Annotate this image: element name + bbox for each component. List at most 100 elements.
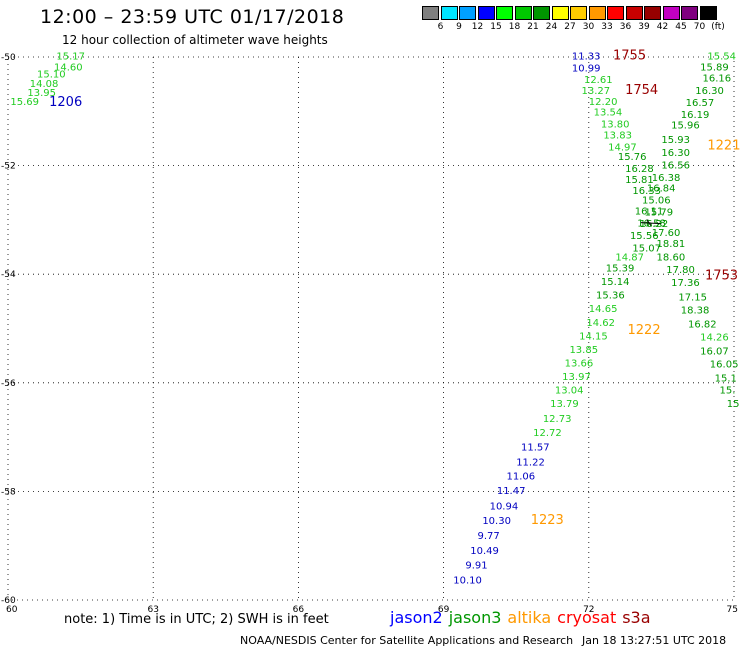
color-scale-label: 39 (638, 22, 650, 32)
wave-height-value: 14.26 (700, 332, 729, 343)
latitude-tick-label: -56 (1, 379, 16, 389)
wave-height-value: 15.10 (37, 70, 66, 81)
wave-height-value: 15.81 (625, 175, 654, 186)
wave-height-value: 14.97 (608, 142, 637, 153)
wave-height-value: 14.62 (586, 318, 615, 329)
color-swatch (496, 6, 513, 20)
color-swatch (607, 6, 624, 20)
wave-height-value: 12.72 (533, 428, 562, 439)
wave-height-value: 16.22 (640, 219, 669, 230)
longitude-tick-label: 69 (438, 605, 450, 615)
color-scale-label: 21 (527, 22, 539, 32)
wave-height-value: 14.15 (579, 331, 608, 342)
wave-height-value: 14.87 (615, 253, 644, 264)
wave-height-value: 16.57 (686, 98, 715, 109)
longitude-tick-label: 66 (293, 605, 305, 615)
color-scale-label: 30 (582, 22, 595, 32)
wave-height-value: 17.36 (671, 278, 700, 289)
color-scale-label: 33 (601, 22, 613, 32)
color-scale-label: 24 (545, 22, 558, 32)
wave-height-value: 15.06 (642, 196, 671, 207)
footnote: note: 1) Time is in UTC; 2) SWH is in fe… (64, 612, 329, 627)
pass-time-label: 1221 (707, 138, 740, 153)
pass-time-label: 1754 (625, 83, 658, 98)
wave-height-value: 16.56 (661, 160, 690, 171)
color-swatch (699, 6, 717, 20)
wave-height-value: 13.54 (594, 108, 623, 119)
wave-height-value: 11.57 (521, 443, 550, 454)
wave-height-value: 16.11 (635, 206, 664, 217)
wave-height-value: 16.30 (695, 86, 724, 97)
legend-s3a: s3a (622, 608, 651, 627)
wave-height-value: 15.76 (618, 152, 647, 163)
color-swatch (681, 6, 698, 20)
wave-height-value: 12.61 (584, 75, 613, 86)
latitude-tick-label: -58 (1, 487, 16, 497)
pass-time-label: 1206 (49, 95, 82, 110)
wave-height-value: 11.47 (497, 486, 526, 497)
credit-line: NOAA/NESDIS Center for Satellite Applica… (240, 634, 574, 647)
wave-height-value: 16.07 (700, 347, 729, 358)
color-scale-label: 18 (508, 22, 521, 32)
color-scale-label: 45 (675, 22, 687, 32)
legend-cryosat: cryosat (557, 608, 617, 627)
color-swatch (514, 6, 532, 20)
wave-height-value: 13.83 (603, 130, 632, 141)
color-scale-label: 70 (693, 22, 706, 32)
wave-height-value: 9.77 (477, 531, 499, 542)
wave-height-value: 16.84 (647, 184, 676, 195)
wave-height-value: 16.16 (703, 73, 732, 84)
wave-height-value: 15.36 (596, 291, 625, 302)
pass-time-label: 1222 (628, 323, 661, 338)
wave-height-value: 17.15 (678, 292, 707, 303)
wave-height-value: 18.81 (657, 239, 686, 250)
wave-height-value: 9.91 (465, 561, 487, 572)
wave-height-value: 10.94 (490, 501, 519, 512)
wave-height-value: 15.14 (601, 277, 630, 288)
wave-height-value: 13.04 (555, 386, 584, 397)
pass-time-label: 1755 (613, 49, 646, 64)
wave-height-value: 14.65 (589, 304, 618, 315)
wave-height-value: 12.20 (589, 97, 618, 108)
wave-height-value: 13.95 (27, 88, 56, 99)
wave-height-value: 15.17 (56, 52, 85, 63)
longitude-tick-label: 63 (147, 605, 158, 615)
wave-height-value: 17.60 (652, 228, 681, 239)
wave-height-value: 11.06 (507, 471, 536, 482)
wave-height-value: 12.73 (543, 414, 572, 425)
wave-height-value: 16.28 (625, 164, 654, 175)
color-scale-label: 15 (490, 22, 502, 32)
wave-height-value: 13.27 (582, 86, 611, 97)
latitude-tick-label: -50 (1, 53, 16, 63)
island-marker (640, 219, 661, 226)
wave-height-value: 15.39 (606, 263, 635, 274)
color-swatch (422, 6, 439, 20)
wave-height-value: 13.80 (601, 120, 630, 131)
wave-height-value: 14.08 (30, 79, 59, 90)
color-swatch (570, 6, 587, 20)
color-scale-label: 6 (437, 22, 444, 32)
wave-height-value: 16.82 (688, 319, 717, 330)
wave-height-value: 15.79 (644, 208, 673, 219)
longitude-tick-label: 60 (6, 605, 18, 615)
wave-height-value: 10.30 (482, 516, 511, 527)
legend-jason2: jason2 (390, 608, 443, 627)
wave-height-value: 14.60 (54, 63, 83, 74)
legend-jason3: jason3 (448, 608, 502, 627)
wave-height-value: 11.22 (516, 457, 545, 468)
wave-height-value: 16.58 (637, 218, 666, 229)
wave-height-value: 15.89 (700, 63, 729, 74)
wave-height-value: 16.38 (652, 173, 681, 184)
wave-height-value: 15.1 (715, 374, 737, 385)
wave-height-value: 15.56 (630, 231, 659, 242)
color-swatch (644, 6, 661, 20)
wave-height-value: 13.79 (550, 399, 579, 410)
wave-height-value: 16.19 (681, 110, 710, 121)
wave-height-value: 18.38 (681, 305, 710, 316)
color-swatch (533, 6, 550, 20)
color-swatch (625, 6, 643, 20)
color-swatch (588, 6, 606, 20)
wave-height-value: 16.05 (710, 360, 739, 371)
color-swatch (551, 6, 569, 20)
wave-height-value: 15.69 (10, 97, 39, 108)
